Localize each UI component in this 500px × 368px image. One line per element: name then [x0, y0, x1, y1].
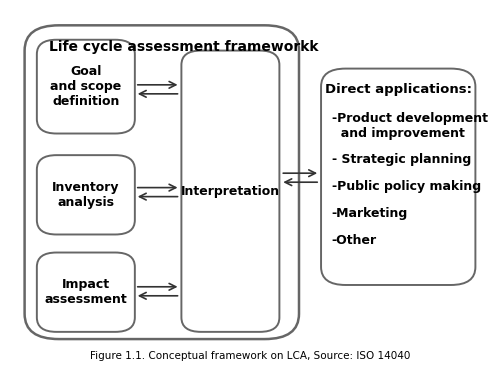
FancyBboxPatch shape — [24, 25, 299, 339]
Text: Impact
assessment: Impact assessment — [44, 278, 127, 306]
Text: -Other: -Other — [332, 234, 377, 247]
Text: Goal
and scope
definition: Goal and scope definition — [50, 65, 122, 108]
Text: - Strategic planning: - Strategic planning — [332, 153, 471, 166]
Text: Figure 1.1. Conceptual framework on LCA, Source: ISO 14040: Figure 1.1. Conceptual framework on LCA,… — [90, 351, 410, 361]
Text: -Product development
  and improvement: -Product development and improvement — [332, 112, 488, 140]
Text: -Marketing: -Marketing — [332, 207, 408, 220]
FancyBboxPatch shape — [37, 252, 135, 332]
FancyBboxPatch shape — [37, 40, 135, 134]
Text: Direct applications:: Direct applications: — [324, 83, 472, 96]
FancyBboxPatch shape — [321, 68, 476, 285]
Text: Inventory
analysis: Inventory analysis — [52, 181, 120, 209]
Text: Interpretation: Interpretation — [181, 185, 280, 198]
Text: -Public policy making: -Public policy making — [332, 180, 481, 193]
FancyBboxPatch shape — [182, 50, 280, 332]
FancyBboxPatch shape — [37, 155, 135, 234]
Text: Life cycle assessment frameworkk: Life cycle assessment frameworkk — [49, 40, 318, 54]
